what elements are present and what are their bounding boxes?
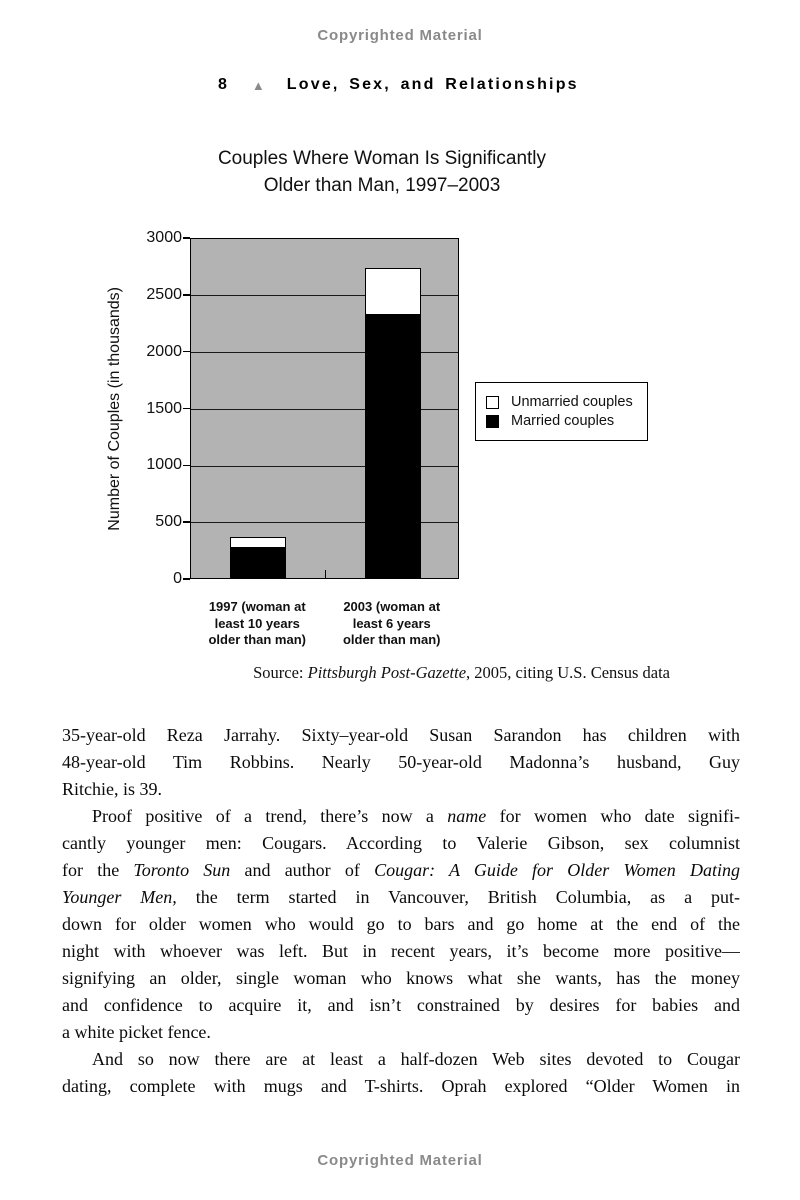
text-run: for the (62, 860, 134, 880)
body-line: for the Toronto Sun and author of Cougar… (62, 857, 740, 884)
text-run: night with whoever was left. But in rece… (62, 941, 740, 961)
page-number: 8 (218, 76, 228, 93)
legend-label: Married couples (511, 413, 615, 429)
text-run: 35-year-old Reza Jarrahy. Sixty–year-old… (62, 725, 740, 745)
gridline (191, 351, 458, 353)
y-tick-mark (183, 294, 190, 296)
x-category-label-line: older than man) (208, 632, 306, 647)
plot-area (190, 238, 459, 579)
text-run: Ritchie, is 39. (62, 779, 162, 799)
text-run: and confidence to acquire it, and isn’t … (62, 995, 740, 1015)
italic-text: Toronto Sun (133, 860, 231, 880)
gridline (191, 522, 458, 524)
body-line: a white picket fence. (62, 1019, 740, 1046)
body-line: 35-year-old Reza Jarrahy. Sixty–year-old… (62, 722, 740, 749)
y-tick-mark (183, 578, 190, 580)
body-line: Ritchie, is 39. (62, 776, 740, 803)
text-run: down for older women who would go to bar… (62, 914, 740, 934)
source-text: Source: (253, 663, 308, 682)
text-run: Proof positive of a trend, there’s now a (92, 806, 448, 826)
y-tick-label: 500 (155, 513, 182, 531)
gridline (191, 465, 458, 467)
y-tick-mark (183, 521, 190, 523)
y-tick-mark (183, 407, 190, 410)
body-line: signifying an older, single woman who kn… (62, 965, 740, 992)
legend-label: Unmarried couples (511, 394, 633, 410)
triangle-icon: ▲ (251, 77, 265, 93)
text-run: signifying an older, single woman who kn… (62, 968, 740, 988)
chart-title: Couples Where Woman Is Significantly Old… (0, 145, 764, 199)
y-tick-label: 1000 (146, 456, 182, 474)
body-line: night with whoever was left. But in rece… (62, 938, 740, 965)
y-tick-label: 2500 (146, 285, 182, 303)
italic-text: Younger Men, (62, 887, 177, 907)
body-line: And so now there are at least a half-doz… (62, 1046, 740, 1073)
text-run: for women who date signifi- (486, 806, 740, 826)
body-line: and confidence to acquire it, and isn’t … (62, 992, 740, 1019)
running-head: 8 ▲ Love, Sex, and Relationships (218, 76, 579, 94)
x-category-label: 1997 (woman at least 10 years older than m… (182, 599, 332, 649)
legend-swatch (486, 395, 499, 409)
text-run: a white picket fence. (62, 1022, 211, 1042)
source-text: , 2005, citing U.S. Census data (466, 663, 670, 682)
x-tick-mark (324, 570, 327, 578)
legend-swatch (486, 414, 499, 428)
text-run: dating, complete with mugs and T-shirts.… (62, 1076, 740, 1096)
body-text: 35-year-old Reza Jarrahy. Sixty–year-old… (62, 722, 740, 1100)
running-head-title: Love, Sex, and Relationships (286, 76, 579, 93)
italic-text: Cougar: A Guide for Older Women Dating (374, 860, 740, 880)
text-run: cantly younger men: Cougars. According t… (62, 833, 740, 853)
body-line: 48-year-old Tim Robbins. Nearly 50-year-… (62, 749, 740, 776)
chart-legend: Unmarried couples Married couples (475, 382, 648, 441)
gridline (191, 408, 458, 410)
x-category-label: 2003 (woman at least 6 years older than ma… (317, 599, 467, 649)
gridline (191, 295, 458, 297)
y-tick-label: 3000 (146, 229, 182, 246)
x-category-label-line: least 10 years (214, 615, 300, 631)
legend-item: Unmarried couples (486, 394, 637, 410)
legend-item: Married couples (486, 413, 637, 429)
body-line: dating, complete with mugs and T-shirts.… (62, 1073, 740, 1100)
text-run: and author of (230, 860, 375, 880)
body-line: Proof positive of a trend, there’s now a… (62, 803, 740, 830)
x-category-label-line: 1997 (woman at (208, 599, 306, 614)
text-run: And so now there are at least a half-doz… (92, 1049, 740, 1069)
text-run: 48-year-old Tim Robbins. Nearly 50-year-… (62, 752, 740, 772)
x-category-label-line: 2003 (woman at (343, 599, 441, 614)
chart-source-citation: Source: Pittsburgh Post-Gazette, 2005, c… (0, 663, 670, 683)
copyright-notice-top: Copyrighted Material (317, 27, 483, 44)
y-tick-label: 1500 (146, 399, 182, 417)
source-publication-name: Pittsburgh Post-Gazette (307, 663, 467, 682)
y-tick-mark (183, 237, 190, 239)
y-tick-mark (183, 464, 190, 467)
chart-title-line2: Older than Man, 1997–2003 (263, 175, 501, 196)
copyright-notice-bottom: Copyrighted Material (317, 1152, 483, 1169)
x-category-label-line: least 6 years (352, 615, 431, 631)
bar-segment-married-couples (364, 315, 421, 578)
body-line: cantly younger men: Cougars. According t… (62, 830, 740, 857)
bar-segment-unmarried-couples (364, 267, 421, 316)
text-run: the term started in Vancouver, British C… (176, 887, 740, 907)
chart-title-line1: Couples Where Woman Is Significantly (217, 148, 547, 169)
y-tick-mark (183, 350, 190, 353)
bar-segment-unmarried-couples (230, 536, 287, 549)
y-tick-label: 2000 (146, 342, 182, 360)
y-tick-label: 0 (173, 570, 182, 587)
body-line: down for older women who would go to bar… (62, 911, 740, 938)
bar-segment-married-couples (230, 548, 287, 578)
x-category-label-line: older than man) (342, 632, 441, 647)
italic-text: name (447, 806, 487, 826)
body-line: Younger Men, the term started in Vancouv… (62, 884, 740, 911)
